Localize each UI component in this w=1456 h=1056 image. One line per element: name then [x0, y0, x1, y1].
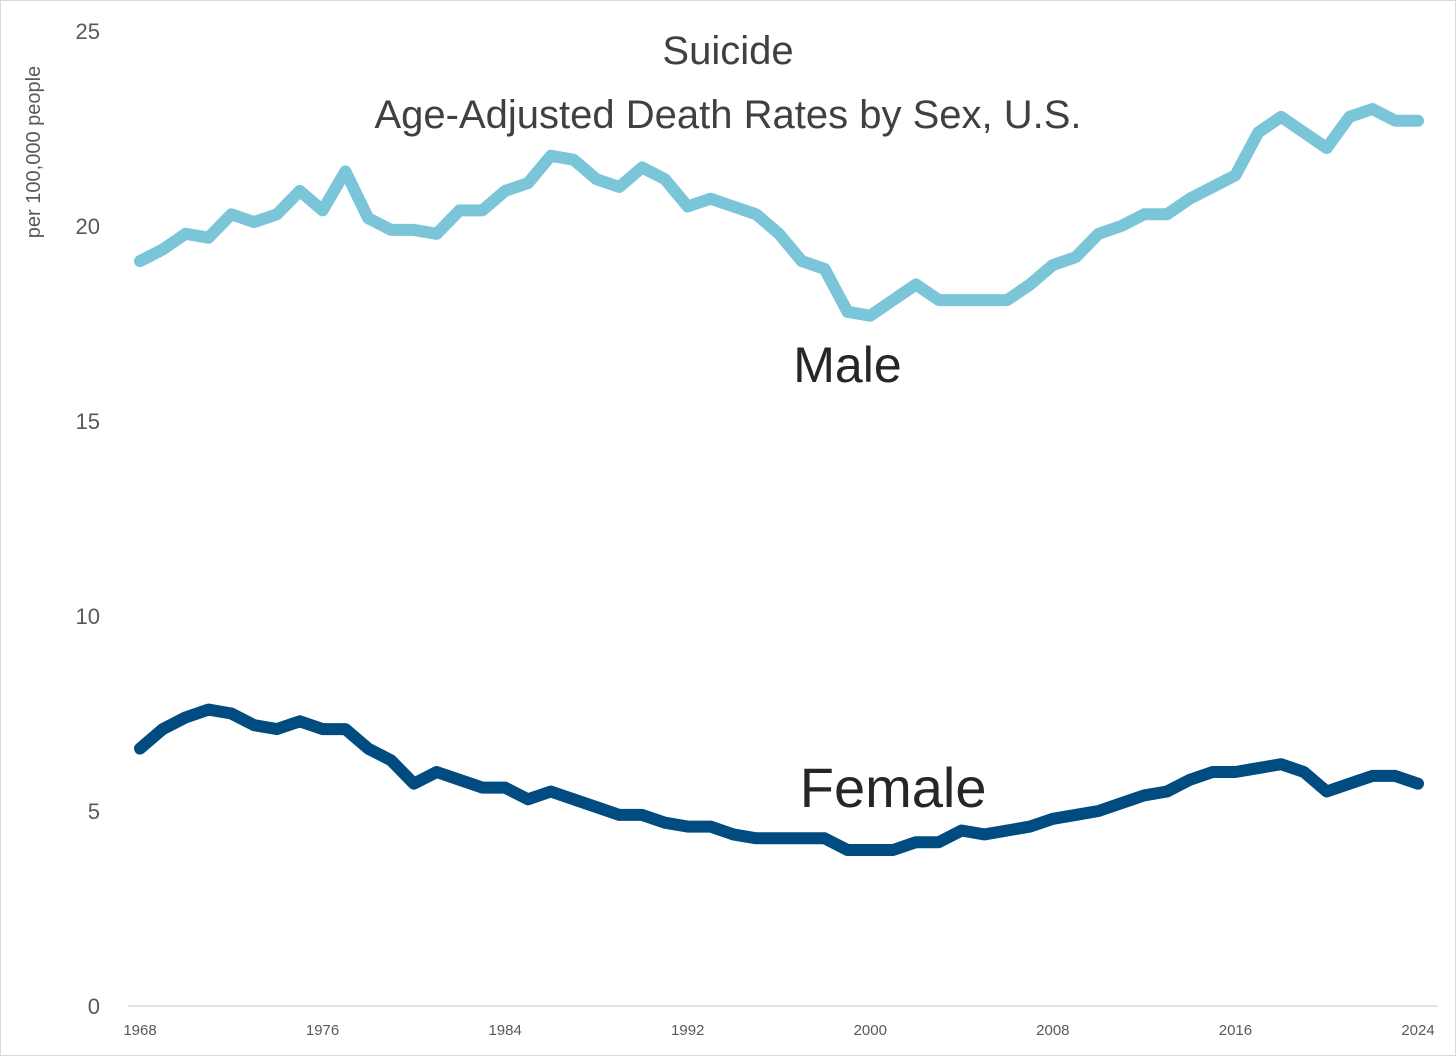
y-tick-label: 25: [76, 19, 100, 44]
x-tick-label: 1968: [123, 1022, 156, 1039]
x-tick-label: 1984: [488, 1022, 521, 1039]
x-axis-ticks: 1968 1976 1984 1992 2000 2008 2016 2024: [123, 1022, 1434, 1039]
x-tick-label: 2000: [854, 1022, 887, 1039]
x-tick-label: 2016: [1219, 1022, 1252, 1039]
y-tick-label: 10: [76, 604, 100, 629]
series-label-male: Male: [793, 337, 901, 393]
x-tick-label: 1976: [306, 1022, 339, 1039]
x-tick-label: 2024: [1401, 1022, 1434, 1039]
series-labels: Male Female: [793, 337, 986, 819]
y-axis-ticks: 0 5 10 15 20 25: [76, 19, 100, 1019]
y-tick-label: 0: [88, 994, 100, 1019]
chart-title: Suicide: [662, 29, 793, 73]
y-axis-label: per 100,000 people: [23, 66, 45, 238]
y-tick-label: 20: [76, 214, 100, 239]
series-label-female: Female: [800, 756, 987, 819]
series-line-female: [134, 703, 1424, 856]
y-tick-label: 5: [88, 799, 100, 824]
chart-subtitle: Age-Adjusted Death Rates by Sex, U.S.: [374, 93, 1081, 137]
series-lines: [134, 103, 1424, 856]
x-tick-label: 2008: [1036, 1022, 1069, 1039]
x-tick-label: 1992: [671, 1022, 704, 1039]
series-line-male: [134, 103, 1424, 322]
y-tick-label: 15: [76, 409, 100, 434]
